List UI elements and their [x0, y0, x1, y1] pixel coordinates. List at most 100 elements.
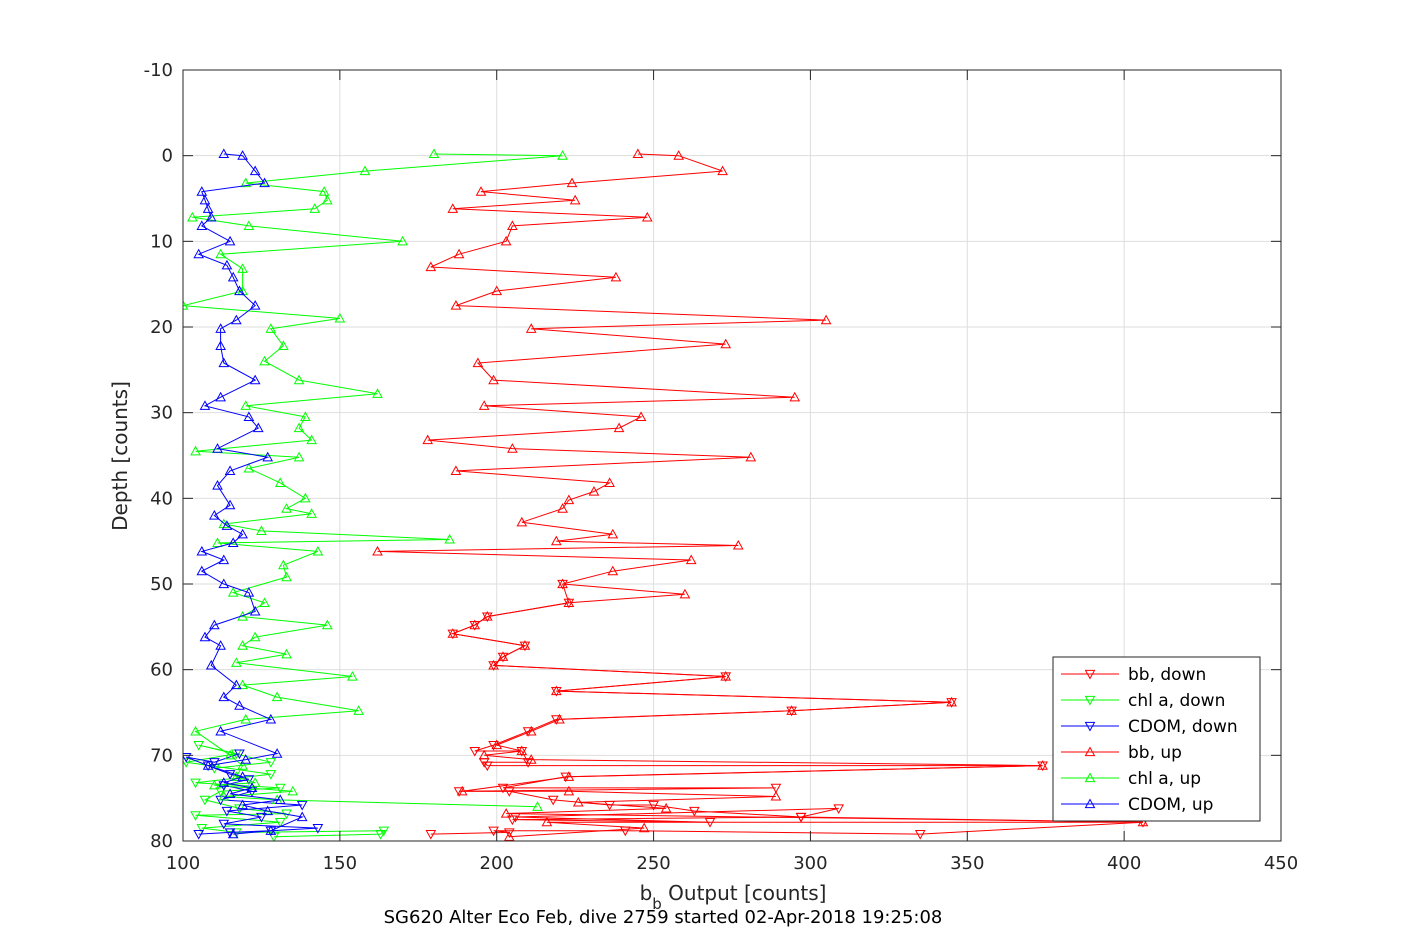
data-point	[218, 578, 230, 589]
data-point	[422, 434, 434, 445]
data-point	[230, 314, 242, 325]
data-point	[205, 659, 217, 670]
data-point	[946, 696, 957, 707]
y-tick-label: 10	[150, 231, 173, 252]
data-point	[221, 806, 233, 817]
data-point	[321, 194, 333, 205]
x-tick-label: 350	[950, 853, 984, 874]
data-point	[252, 422, 264, 433]
series-4	[183, 148, 568, 811]
data-point	[243, 411, 255, 422]
data-point	[212, 443, 223, 453]
data-point	[227, 587, 239, 597]
data-point	[428, 148, 440, 159]
data-point	[193, 740, 205, 751]
data-point	[265, 770, 277, 780]
data-point	[566, 177, 578, 188]
data-point	[221, 259, 233, 270]
data-point	[237, 799, 248, 810]
series-line	[183, 153, 563, 808]
legend-marker	[1084, 798, 1096, 809]
data-point	[550, 685, 562, 696]
y-tick-label: -10	[144, 60, 173, 81]
data-point	[532, 801, 543, 811]
data-point	[237, 150, 248, 160]
data-point	[196, 220, 208, 231]
data-point	[607, 528, 619, 539]
data-point	[249, 165, 261, 176]
data-point	[274, 783, 286, 794]
data-point	[497, 783, 509, 794]
x-axis-label: bb Output [counts]	[640, 881, 827, 913]
data-point	[673, 150, 685, 160]
data-point	[278, 559, 289, 570]
data-point	[196, 565, 208, 576]
data-point	[281, 503, 292, 513]
data-point	[447, 628, 459, 638]
legend-label: CDOM, down	[1128, 717, 1238, 737]
y-tick-label: 80	[150, 831, 173, 852]
data-point	[503, 828, 515, 838]
data-point	[299, 492, 311, 503]
legend-label: bb, down	[1128, 665, 1206, 685]
data-point	[205, 211, 217, 222]
data-point	[557, 150, 568, 160]
data-point	[491, 739, 503, 750]
legend-marker	[1084, 746, 1096, 757]
data-point	[190, 725, 201, 736]
data-point	[453, 787, 465, 797]
data-point	[425, 261, 437, 272]
data-point	[234, 749, 245, 760]
data-point	[218, 554, 230, 565]
data-point	[525, 754, 537, 764]
data-point	[218, 148, 230, 159]
data-point	[199, 631, 211, 642]
data-point	[274, 477, 286, 488]
data-point	[274, 818, 286, 828]
data-point	[234, 285, 245, 296]
series-line	[377, 153, 1144, 838]
data-point	[469, 619, 481, 630]
data-point	[237, 760, 248, 770]
data-point	[516, 516, 528, 527]
data-point	[312, 545, 324, 556]
data-point	[265, 758, 277, 768]
legend-item: chl a, down	[1061, 691, 1225, 711]
data-point	[249, 605, 261, 616]
data-point	[469, 746, 481, 757]
data-point	[249, 300, 261, 310]
data-point	[745, 451, 757, 462]
data-point	[209, 758, 220, 768]
data-point	[488, 826, 499, 837]
data-point	[563, 597, 575, 607]
data-point	[215, 323, 226, 333]
data-point	[425, 830, 437, 840]
legend-item: CDOM, down	[1061, 717, 1238, 737]
data-point	[789, 391, 801, 402]
data-point	[397, 235, 408, 246]
data-point	[196, 824, 208, 834]
data-point	[199, 400, 211, 410]
data-point	[334, 312, 346, 323]
data-point	[230, 828, 242, 838]
series-layer	[183, 148, 1149, 841]
legend-label: CDOM, up	[1128, 795, 1213, 815]
data-point	[249, 374, 261, 385]
data-point	[557, 578, 568, 589]
plot-frame	[182, 69, 1282, 842]
x-tick-label: 200	[480, 853, 514, 874]
data-point	[249, 777, 261, 787]
legend-item: chl a, up	[1061, 769, 1201, 789]
data-point	[227, 828, 239, 839]
data-point	[202, 760, 214, 770]
data-point	[237, 263, 248, 273]
data-point	[604, 477, 616, 488]
data-point	[183, 752, 192, 763]
data-point	[237, 679, 248, 690]
data-point	[259, 597, 270, 607]
data-point	[196, 186, 208, 196]
data-point	[224, 749, 236, 760]
data-point	[685, 554, 697, 565]
data-point	[453, 248, 465, 259]
